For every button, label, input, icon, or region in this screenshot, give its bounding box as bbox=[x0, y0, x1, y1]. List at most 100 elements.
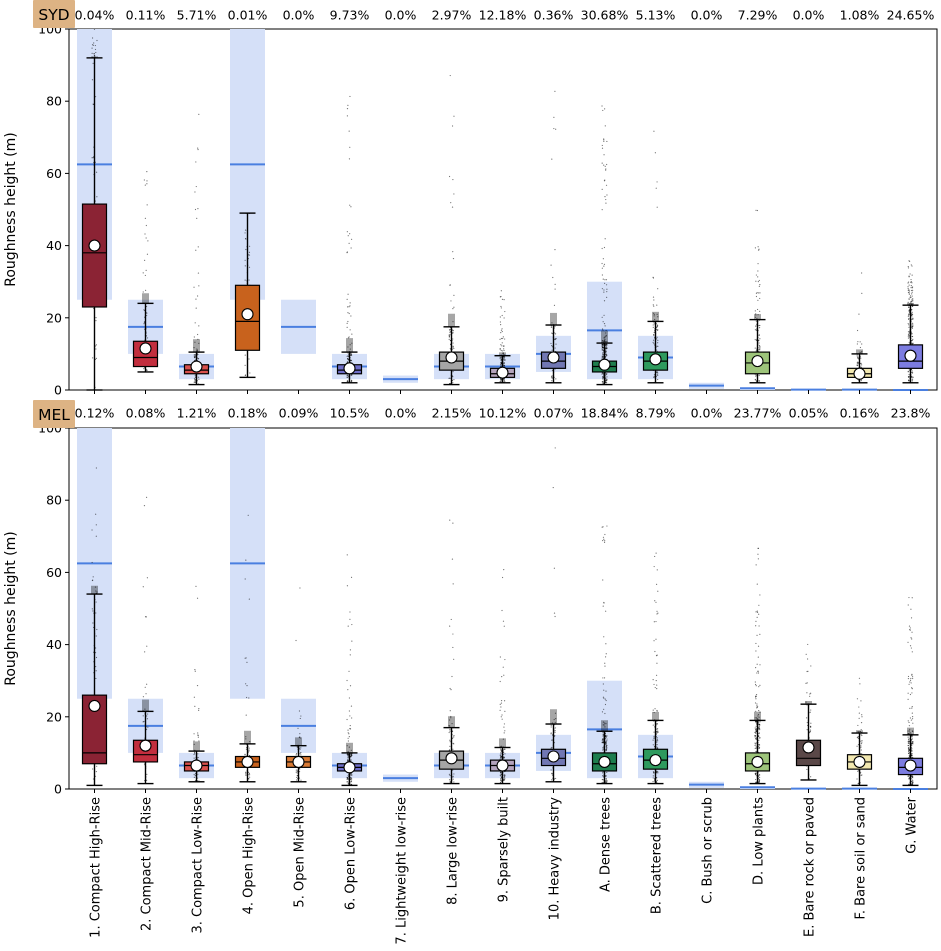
x-category-label: C. Bush or scrub bbox=[701, 797, 716, 904]
data-point bbox=[603, 708, 605, 710]
data-point bbox=[911, 687, 913, 689]
data-point bbox=[605, 723, 607, 725]
data-point bbox=[448, 719, 451, 721]
data-point bbox=[653, 711, 655, 714]
data-point bbox=[656, 737, 658, 739]
data-point bbox=[908, 298, 910, 300]
data-point bbox=[95, 590, 97, 592]
data-point bbox=[146, 204, 148, 206]
data-point bbox=[503, 348, 505, 350]
data-point bbox=[604, 238, 606, 240]
data-point bbox=[758, 348, 760, 351]
data-point bbox=[146, 683, 148, 685]
data-point bbox=[348, 158, 351, 160]
box-14 bbox=[744, 547, 771, 785]
data-point bbox=[196, 597, 199, 599]
data-point bbox=[653, 315, 655, 317]
data-point bbox=[244, 657, 246, 659]
data-point bbox=[908, 292, 910, 294]
data-point bbox=[299, 736, 301, 738]
data-point bbox=[656, 304, 658, 306]
data-point bbox=[907, 322, 909, 325]
x-category-label: 8. Large low-rise bbox=[446, 797, 461, 905]
data-point bbox=[499, 348, 501, 350]
data-point bbox=[606, 140, 608, 143]
data-point bbox=[908, 738, 910, 740]
data-point bbox=[754, 742, 756, 744]
data-point bbox=[92, 622, 94, 624]
data-point bbox=[346, 108, 349, 110]
data-point bbox=[759, 633, 761, 635]
data-point bbox=[347, 757, 349, 759]
data-point bbox=[755, 642, 757, 645]
percentage-label: 0.01% bbox=[228, 8, 268, 23]
data-point bbox=[912, 722, 914, 724]
data-point bbox=[146, 170, 148, 173]
data-point bbox=[147, 240, 149, 242]
x-category-label: D. Low plants bbox=[752, 797, 767, 885]
data-point bbox=[655, 583, 658, 585]
data-point bbox=[859, 683, 861, 685]
data-point bbox=[602, 721, 605, 723]
data-point bbox=[503, 700, 506, 702]
data-point bbox=[604, 698, 606, 700]
data-point bbox=[95, 51, 97, 54]
data-point bbox=[907, 641, 909, 643]
city-tag-bg bbox=[33, 0, 75, 28]
data-point bbox=[601, 372, 603, 374]
data-point bbox=[755, 745, 757, 747]
data-point bbox=[908, 725, 911, 727]
data-point bbox=[656, 613, 658, 615]
data-point bbox=[350, 777, 352, 779]
data-point bbox=[758, 285, 760, 287]
data-point bbox=[244, 753, 246, 755]
data-point bbox=[198, 342, 200, 344]
data-point bbox=[605, 643, 607, 645]
data-point bbox=[453, 294, 455, 296]
data-point bbox=[554, 288, 556, 290]
data-point bbox=[755, 375, 757, 377]
data-point bbox=[604, 341, 606, 343]
data-point bbox=[350, 749, 352, 751]
data-point bbox=[452, 748, 454, 750]
mean-marker bbox=[190, 360, 203, 373]
data-point bbox=[452, 633, 454, 635]
data-point bbox=[347, 235, 349, 237]
data-point bbox=[654, 152, 656, 154]
data-point bbox=[554, 727, 557, 729]
data-point bbox=[907, 736, 909, 738]
data-point bbox=[912, 323, 914, 325]
data-point bbox=[95, 656, 98, 659]
data-point bbox=[348, 746, 350, 748]
data-point bbox=[347, 355, 350, 358]
data-point bbox=[551, 722, 553, 724]
percentage-label: 0.0% bbox=[691, 406, 723, 421]
data-point bbox=[911, 741, 913, 743]
data-point bbox=[247, 514, 249, 516]
data-point bbox=[95, 635, 97, 637]
percentage-label: 0.16% bbox=[840, 406, 880, 421]
data-point bbox=[756, 616, 758, 618]
data-point bbox=[350, 705, 353, 707]
data-point bbox=[911, 753, 913, 755]
data-point bbox=[755, 698, 757, 700]
box-12 bbox=[642, 552, 669, 785]
data-point bbox=[908, 293, 910, 295]
data-point bbox=[603, 154, 605, 156]
data-point bbox=[146, 314, 148, 317]
data-point bbox=[907, 730, 909, 732]
mean-marker bbox=[904, 759, 917, 772]
data-point bbox=[601, 711, 604, 713]
percentage-label: 12.18% bbox=[479, 8, 527, 23]
point-cluster bbox=[652, 711, 659, 721]
data-point bbox=[605, 777, 607, 780]
data-point bbox=[860, 357, 862, 359]
data-point bbox=[248, 778, 250, 780]
data-point bbox=[652, 277, 655, 279]
data-point bbox=[499, 656, 501, 658]
data-point bbox=[553, 567, 555, 569]
mean-marker bbox=[598, 358, 611, 371]
data-point bbox=[653, 312, 655, 314]
data-point bbox=[601, 188, 603, 190]
data-point bbox=[652, 296, 655, 298]
